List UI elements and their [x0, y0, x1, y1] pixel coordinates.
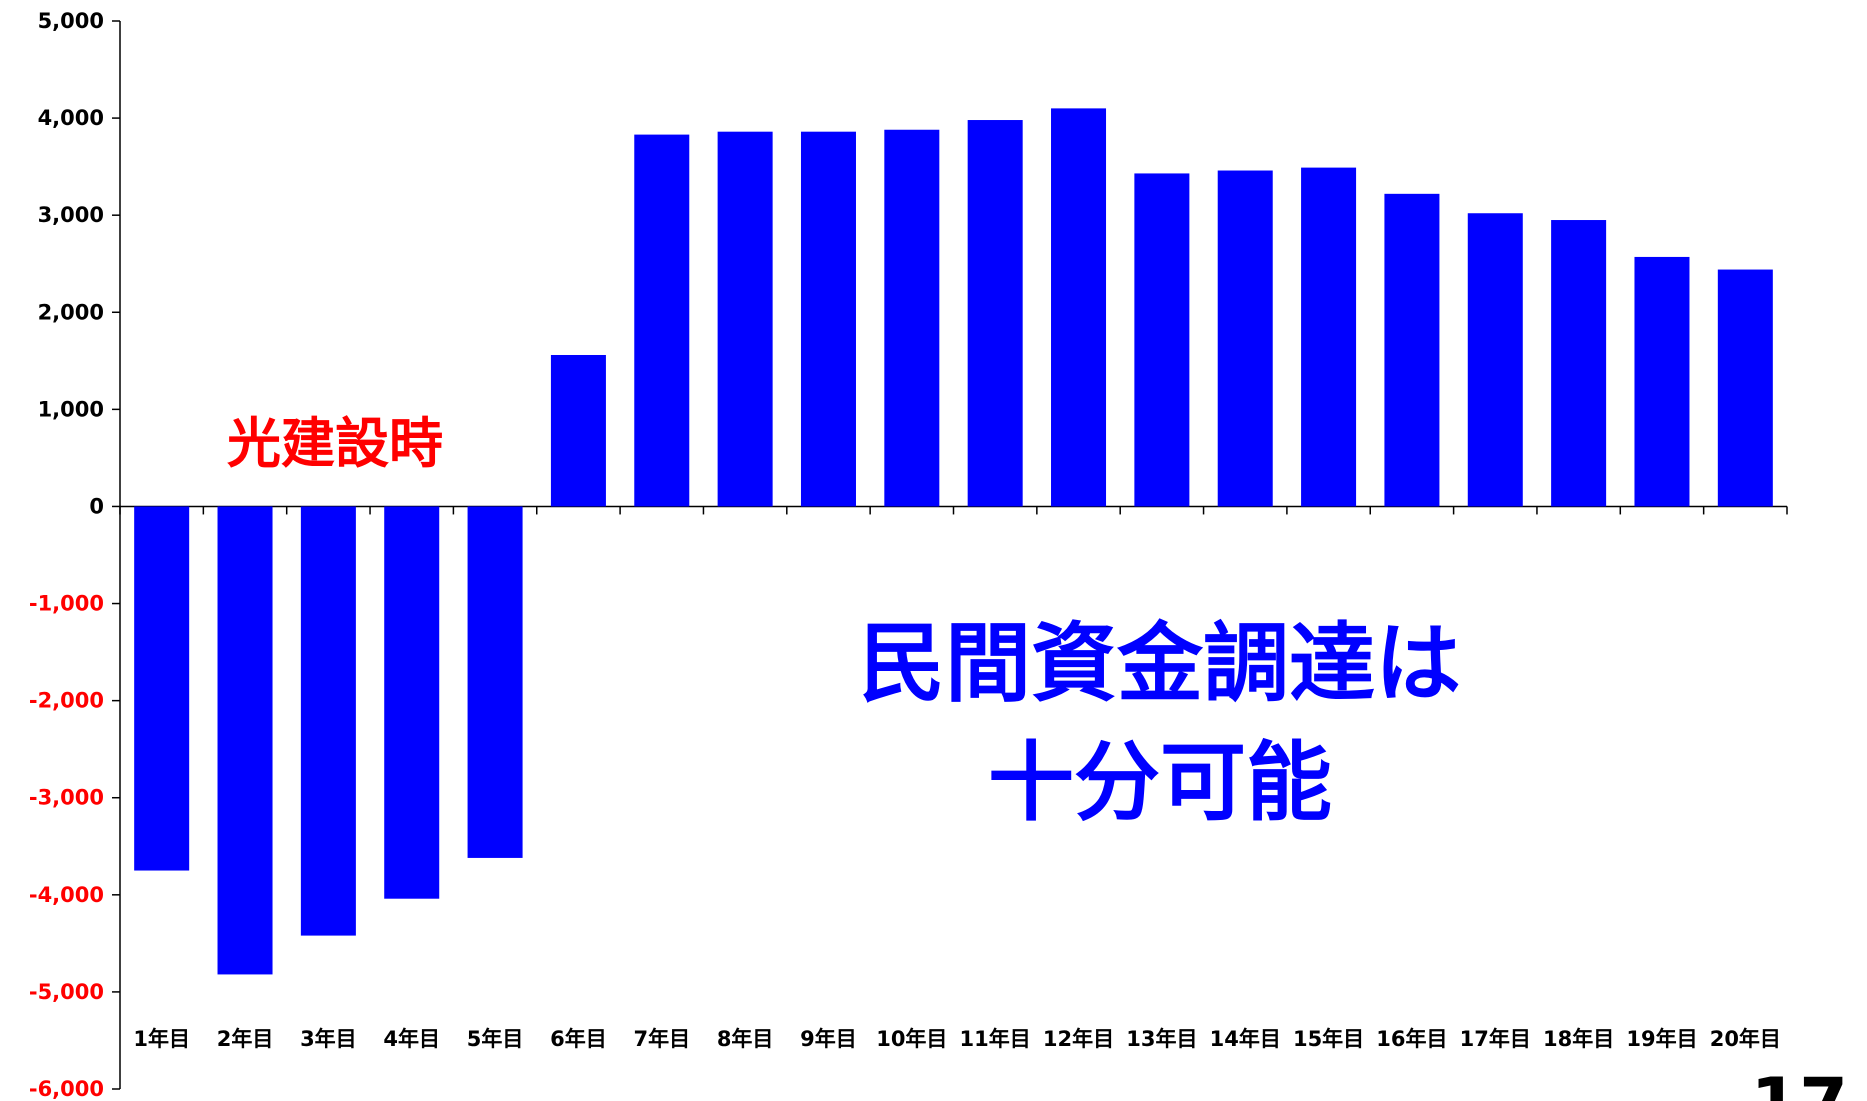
chart-axes — [112, 20, 1788, 1090]
y-tick-label: 2,000 — [38, 300, 104, 324]
bar-2 — [217, 506, 273, 975]
x-tick-label: 20年目 — [1710, 1027, 1781, 1051]
page-number: 17 — [1751, 1063, 1848, 1101]
y-tick-label: 5,000 — [38, 9, 104, 33]
x-tick-label: 10年目 — [876, 1027, 947, 1051]
y-tick-label: 1,000 — [38, 397, 104, 421]
y-tick-label: -5,000 — [29, 980, 104, 1004]
bar-13 — [1134, 173, 1190, 507]
y-tick-label: 4,000 — [38, 106, 104, 130]
x-tick-label: 4年目 — [383, 1027, 440, 1051]
bar-5 — [467, 506, 523, 858]
y-tick-label: -4,000 — [29, 883, 104, 907]
bar-14 — [1217, 170, 1273, 507]
x-tick-label: 18年目 — [1543, 1027, 1614, 1051]
bar-19 — [1634, 256, 1690, 507]
bar-17 — [1467, 213, 1523, 507]
x-tick-labels: 1年目 2年目 3年目 4年目 5年目 6年目 7年目 8年目 9年目 10年目 11年目 12年目 1… — [133, 1027, 1781, 1051]
chart-bars — [134, 108, 1773, 975]
x-tick-label: 14年目 — [1210, 1027, 1281, 1051]
y-tick-labels: 5,000 4,000 3,000 2,000 1,000 0 -1,000 -2,000 -3… — [29, 9, 104, 1101]
y-tick-label: 3,000 — [38, 203, 104, 227]
bar-18 — [1551, 220, 1607, 507]
x-tick-label: 6年目 — [550, 1027, 607, 1051]
bar-10 — [884, 129, 940, 507]
bar-11 — [967, 120, 1023, 507]
x-tick-label: 9年目 — [800, 1027, 857, 1051]
x-tick-label: 15年目 — [1293, 1027, 1364, 1051]
y-tick-label: -3,000 — [29, 786, 104, 810]
y-tick-label: -2,000 — [29, 689, 104, 713]
x-tick-label: 7年目 — [633, 1027, 690, 1051]
bar-8 — [717, 131, 773, 507]
funding-conclusion-line-1: 民間資金調達は — [859, 614, 1461, 714]
y-tick-label: 0 — [89, 494, 104, 518]
bar-20 — [1717, 269, 1773, 507]
funding-conclusion-line-2: 十分可能 — [988, 733, 1332, 833]
bar-12 — [1051, 108, 1107, 507]
x-tick-label: 16年目 — [1376, 1027, 1447, 1051]
x-tick-label: 13年目 — [1126, 1027, 1197, 1051]
x-tick-label: 19年目 — [1626, 1027, 1697, 1051]
bar-1 — [134, 506, 190, 871]
y-tick-label: -6,000 — [29, 1077, 104, 1101]
x-tick-label: 8年目 — [717, 1027, 774, 1051]
bar-7 — [634, 134, 690, 507]
bar-9 — [800, 131, 856, 507]
x-tick-label: 17年目 — [1460, 1027, 1531, 1051]
bar-15 — [1301, 167, 1357, 507]
x-tick-label: 11年目 — [960, 1027, 1031, 1051]
bar-4 — [384, 506, 440, 899]
construction-period-annotation: 光建設時 — [227, 412, 443, 475]
bar-6 — [550, 354, 606, 507]
bar-3 — [300, 506, 356, 936]
x-tick-label: 12年目 — [1043, 1027, 1114, 1051]
x-tick-label: 5年目 — [467, 1027, 524, 1051]
x-tick-label: 3年目 — [300, 1027, 357, 1051]
y-tick-label: -1,000 — [29, 592, 104, 616]
x-tick-label: 2年目 — [217, 1027, 274, 1051]
x-tick-label: 1年目 — [133, 1027, 190, 1051]
bar-16 — [1384, 193, 1440, 507]
